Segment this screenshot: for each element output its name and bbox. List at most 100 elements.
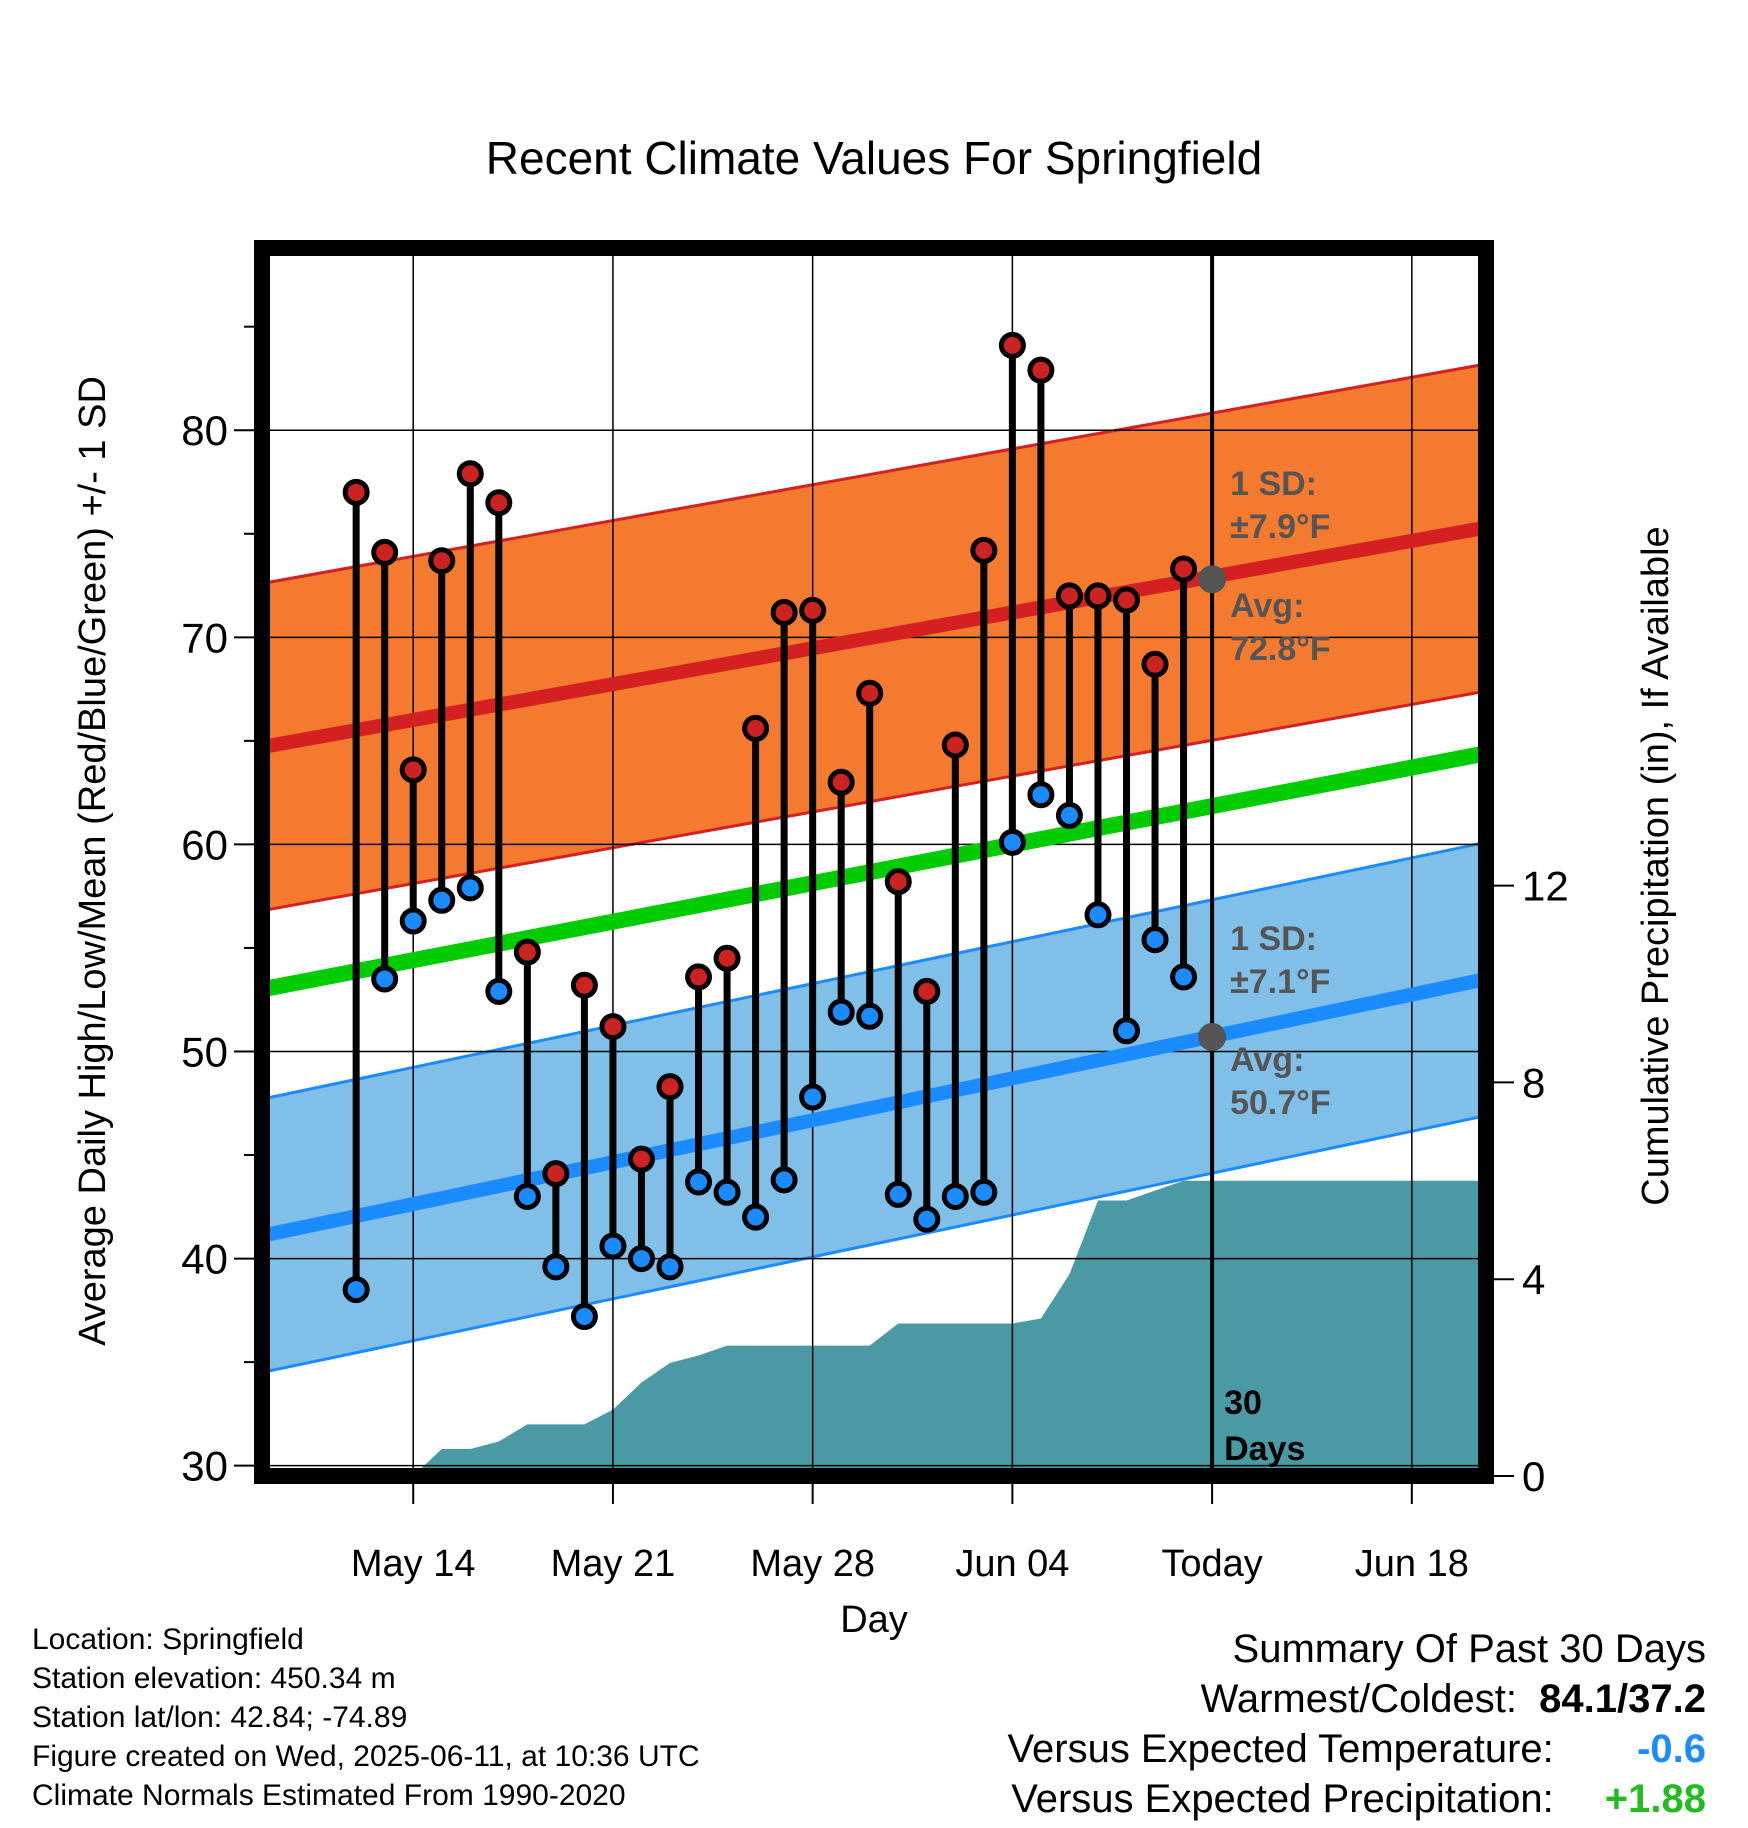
avg-low-line [260,972,1488,1243]
low-band-lower-edge [261,1114,1487,1374]
location-text: Location: Springfield [32,1623,304,1656]
daily-low-point [428,886,456,914]
daily-low-point [713,1178,741,1206]
x-tick-label: Jun 18 [1355,1543,1469,1585]
daily-low-point [513,1182,541,1210]
x-tick-label: May 21 [551,1543,676,1585]
daily-low-point [342,1276,370,1304]
y-tick-label: 30 [181,1443,228,1490]
daily-high-point [371,538,399,566]
daily-high-point [656,1073,684,1101]
daily-high-point [913,977,941,1005]
window-label-days-count: 30 [1224,1384,1262,1422]
daily-high-point [1170,555,1198,583]
precip-deviation-value: +1.88 [1604,1777,1706,1821]
daily-high-point [970,536,998,564]
daily-high-point [627,1145,655,1173]
daily-low-point [1027,781,1055,809]
daily-high-point [742,714,770,742]
latlon-text: Station lat/lon: 42.84; -74.89 [32,1701,408,1734]
y-tick-label: 50 [181,1028,228,1075]
normals-text: Climate Normals Estimated From 1990-2020 [32,1779,626,1812]
plot-frame [254,240,1494,1484]
daily-high-point [513,938,541,966]
high-sd-value: ±7.9°F [1230,508,1330,546]
daily-high-point [542,1160,570,1188]
daily-low-point [941,1182,969,1210]
high-avg-value: 72.8°F [1230,630,1331,668]
daily-high-point [941,731,969,759]
daily-high-point [428,547,456,575]
high-sd-label: 1 SD: [1230,465,1317,503]
daily-high-point [570,971,598,999]
avg-mean-line [260,745,1488,998]
daily-low-point [742,1203,770,1231]
daily-high-point [456,460,484,488]
window-label-days: Days [1224,1430,1305,1468]
low-avg-value: 50.7°F [1230,1084,1331,1122]
low-avg-label: Avg: [1230,1041,1304,1079]
x-tick-label: May 14 [351,1543,476,1585]
daily-high-point [884,868,912,896]
y-tick-label: 40 [181,1236,228,1283]
daily-low-point [913,1205,941,1233]
daily-high-point [1084,582,1112,610]
daily-low-point [656,1253,684,1281]
daily-low-point [856,1002,884,1030]
y-axis-label: Average Daily High/Low/Mean (Red/Blue/Gr… [72,376,114,1346]
daily-high-point [1141,650,1169,678]
daily-high-point [713,944,741,972]
high-band-upper-edge [261,362,1487,585]
y-tick-label: 60 [181,821,228,868]
daily-low-point [456,874,484,902]
x-tick-label: Today [1161,1543,1262,1585]
y2-tick-label: 0 [1522,1453,1545,1500]
today-avg-low-marker [1198,1022,1227,1051]
today-avg-high-marker [1198,565,1227,594]
daily-high-point [685,963,713,991]
x-tick-label: Jun 04 [955,1543,1069,1585]
low-sd-value: ±7.1°F [1230,963,1330,1001]
daily-low-point [827,998,855,1026]
daily-low-point [970,1178,998,1206]
daily-low-point [884,1180,912,1208]
daily-low-point [1055,801,1083,829]
daily-low-point [627,1245,655,1273]
summary-title: Summary Of Past 30 Days [1232,1627,1706,1671]
temp-deviation-label: Versus Expected Temperature: [1007,1727,1554,1771]
y-tick-label: 70 [181,614,228,661]
daily-low-point [799,1083,827,1111]
daily-low-point [542,1253,570,1281]
daily-high-point [485,489,513,517]
y2-tick-label: 4 [1522,1256,1545,1303]
daily-high-point [998,331,1026,359]
precip-area [330,1180,1486,1476]
daily-high-point [1027,356,1055,384]
elevation-text: Station elevation: 450.34 m [32,1662,396,1695]
daily-low-point [770,1166,798,1194]
daily-high-point [1055,582,1083,610]
x-tick-label: May 28 [750,1543,875,1585]
daily-high-point [342,478,370,506]
chart-title: Recent Climate Values For Springfield [486,132,1262,184]
daily-low-point [1141,926,1169,954]
y-tick-label: 80 [181,407,228,454]
daily-high-point [599,1013,627,1041]
daily-high-point [399,756,427,784]
station-info: Location: Springfield Station elevation:… [32,1620,700,1815]
avg-high-line [260,520,1488,754]
created-text: Figure created on Wed, 2025-06-11, at 10… [32,1740,700,1773]
daily-low-point [570,1303,598,1331]
warmest-value: 84.1/37.2 [1539,1677,1706,1721]
daily-low-point [1113,1017,1141,1045]
daily-low-point [399,907,427,935]
daily-low-point [485,977,513,1005]
daily-high-point [1113,586,1141,614]
warmest-label: Warmest/Coldest: [1200,1677,1517,1721]
high-avg-label: Avg: [1230,587,1304,625]
x-axis-ticks [412,1484,1413,1504]
daily-low-point [371,965,399,993]
precip-deviation-label: Versus Expected Precipitation: [1011,1777,1554,1821]
daily-low-point [1170,963,1198,991]
